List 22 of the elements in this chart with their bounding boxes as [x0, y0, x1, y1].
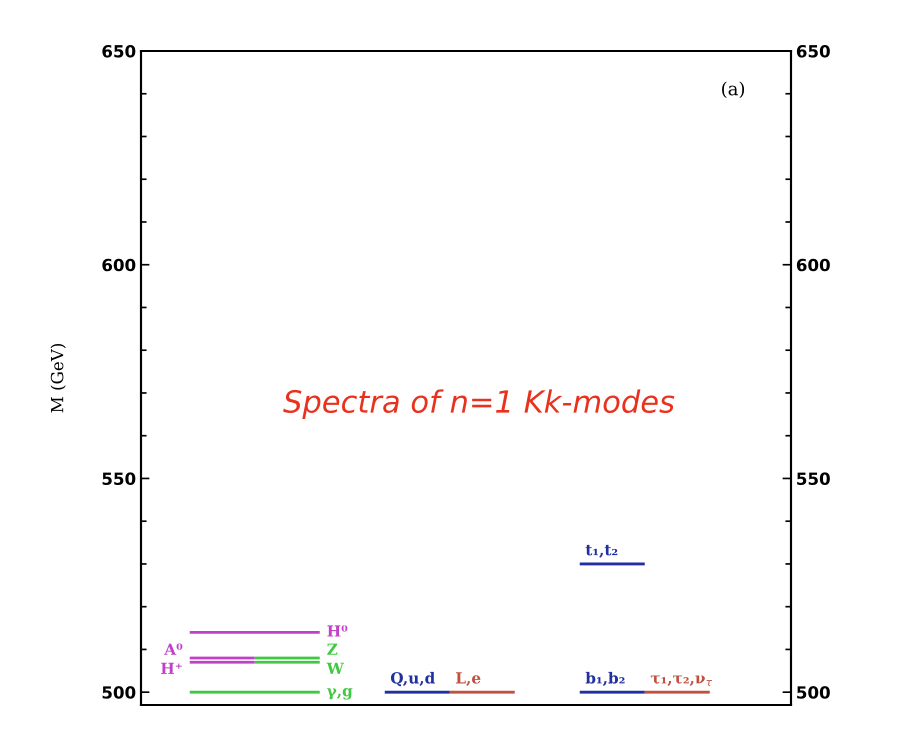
- series-label: A⁰: [164, 643, 182, 655]
- series-label: t₁,t₂: [586, 544, 618, 558]
- y2-tick-label: 600: [796, 258, 830, 272]
- y2-tick-label: 500: [797, 686, 830, 699]
- y-tick-label: 650: [102, 44, 136, 58]
- y-tick-label: 500: [102, 686, 136, 699]
- series-label: H⁰: [327, 625, 348, 637]
- y2-tick-label: 650: [796, 44, 830, 58]
- series-label: H⁺: [161, 662, 182, 674]
- series-label: Q,u,d: [390, 672, 435, 686]
- y-axis-title: M (GeV): [50, 344, 66, 412]
- annotation: (a): [722, 82, 744, 98]
- annotation: Spectra of n=1 Kk-modes: [283, 389, 674, 419]
- series-label: τ₁,τ₂,ν$_{τ}$: [650, 676, 712, 686]
- y-tick-label: 600: [102, 258, 136, 272]
- series-label: L,e: [456, 672, 480, 686]
- series-label: W: [326, 662, 344, 674]
- y-tick-label: 550: [102, 472, 136, 486]
- series-label: Z: [327, 644, 338, 655]
- series-label: γ,g: [327, 688, 352, 700]
- series-label: b₁,b₂: [586, 672, 625, 686]
- y2-tick-label: 550: [797, 472, 830, 486]
